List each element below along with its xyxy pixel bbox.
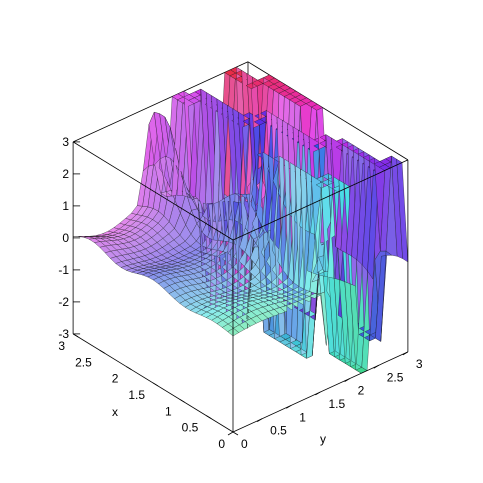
x-tick: [179, 398, 185, 403]
x-tick: [152, 382, 159, 387]
y-tick-label: 1.5: [328, 397, 345, 411]
x-tick: [126, 366, 132, 370]
x-tick-label: 2.5: [75, 355, 92, 369]
y-tick: [402, 351, 409, 356]
x-axis: 3 2.5 2 1.5 1 0.5 0: [58, 333, 239, 451]
y-axis-label: y: [320, 432, 326, 446]
y-axis: 3 2.5 2 1.5 1 0.5 0: [227, 351, 423, 451]
box-edge: [232, 159, 409, 241]
z-tick-label: -1: [58, 263, 69, 277]
y-tick-label: 3: [416, 357, 423, 371]
y-tick: [227, 431, 234, 436]
y-tick: [373, 364, 379, 369]
x-tick-label: 0: [218, 437, 225, 451]
z-axis: 3 2 1 0 -1 -2 -3: [58, 135, 81, 341]
z-tick-label: 2: [62, 167, 69, 181]
y-tick-label: 1: [299, 410, 306, 424]
y-tick: [286, 404, 292, 409]
y-tick-label: 2.5: [387, 370, 404, 384]
z-tick-label: -2: [58, 295, 69, 309]
y-tick-label: 2: [358, 384, 365, 398]
z-tick-label: 0: [62, 231, 69, 245]
surface-patch: [396, 158, 409, 263]
x-tick-label: 1.5: [128, 388, 145, 402]
x-tick: [72, 333, 79, 338]
x-tick-label: 1: [165, 404, 172, 418]
box-edge: [72, 141, 234, 241]
y-tick-label: 0: [241, 437, 248, 451]
y-tick: [315, 391, 321, 396]
y-tick: [256, 418, 263, 422]
box-edge: [72, 61, 249, 143]
x-tick: [206, 415, 212, 419]
x-tick-label: 2: [112, 372, 119, 386]
y-tick: [344, 378, 350, 382]
z-tick-label: 3: [62, 135, 69, 149]
z-tick-label: 1: [62, 199, 69, 213]
x-axis-label: x: [112, 405, 118, 419]
x-tick-label: 0.5: [182, 421, 199, 435]
z-tick-label: -3: [58, 327, 69, 341]
surface-mesh: [73, 66, 409, 374]
x-tick: [232, 431, 239, 436]
y-tick-label: 0.5: [270, 424, 287, 438]
x-tick: [99, 349, 105, 354]
x-tick-label: 3: [58, 339, 65, 353]
